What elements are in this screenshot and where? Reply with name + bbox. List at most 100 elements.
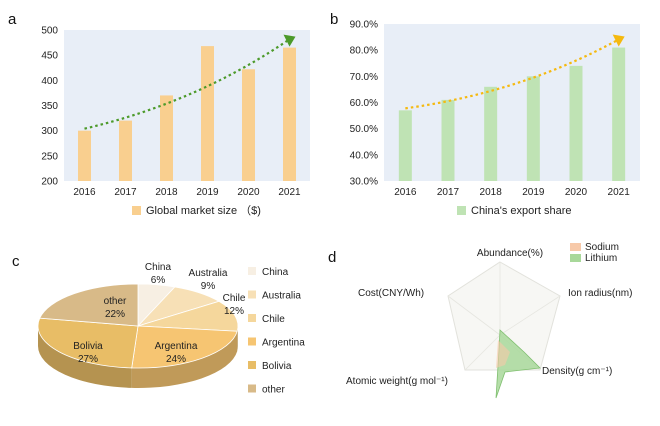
pie-legend-swatch <box>248 361 256 369</box>
pie-legend-label: Australia <box>262 291 301 302</box>
trend-arrowhead <box>283 34 296 47</box>
pie-legend-swatch <box>248 314 256 322</box>
x-tick-label: 2018 <box>155 187 178 198</box>
chart-c-pie: China 6% Australia 9% Chile 12% Argentina 24% Bo… <box>37 262 305 396</box>
x-tick-label: 2020 <box>565 187 588 198</box>
radar-axis-label: Cost(CNY/Wh) <box>358 288 424 299</box>
y-tick-label: 30.0% <box>350 177 378 188</box>
y-tick-label: 400 <box>41 76 58 87</box>
radar-legend-swatch <box>570 243 581 251</box>
pie-label-value: 27% <box>78 354 98 365</box>
x-tick-label: 2020 <box>237 187 260 198</box>
bar <box>78 130 91 181</box>
y-tick-label: 70.0% <box>350 72 378 83</box>
pie-label-name: Australia <box>189 268 228 279</box>
y-tick-label: 450 <box>41 51 58 62</box>
bar <box>612 47 626 181</box>
pie-legend-swatch <box>248 337 256 346</box>
panel-b-letter: b <box>330 11 338 28</box>
y-tick-label: 60.0% <box>350 98 378 109</box>
bar <box>441 99 455 181</box>
legend-label: Global market size （$) <box>146 204 261 217</box>
legend-swatch <box>132 206 141 215</box>
radar-legend-label: Lithium <box>585 253 617 264</box>
bar <box>569 65 583 181</box>
pie-label-name: China <box>145 262 172 273</box>
pie-label-value: 24% <box>166 354 186 365</box>
plot-background <box>64 30 310 181</box>
radar-spoke <box>499 295 561 336</box>
bar <box>242 69 255 181</box>
chart-d-radar: Abundance(%) Ion radius(nm) Density(g cm⁻¹… <box>346 242 632 399</box>
pie-slice <box>137 300 239 332</box>
bar <box>526 76 540 181</box>
pie-legend-label: Chile <box>262 314 285 325</box>
legend-swatch <box>457 206 466 215</box>
plot-background <box>384 24 640 181</box>
pie-legend-swatch <box>248 384 256 393</box>
y-tick-label: 90.0% <box>350 20 378 31</box>
x-tick-label: 2019 <box>196 187 219 198</box>
trend-arrow-line <box>84 39 289 130</box>
bar <box>119 120 132 181</box>
x-tick-label: 2019 <box>522 187 545 198</box>
panel-c-letter: c <box>12 253 20 270</box>
panel-a-letter: a <box>8 11 17 28</box>
bar <box>160 95 173 181</box>
chart-b-export-share: 30.0% 40.0% 50.0% 60.0% 70.0% 80.0% 90.0% 2016 2… <box>350 20 640 217</box>
pie-label-name: other <box>104 296 127 307</box>
x-tick-label: 2016 <box>73 187 96 198</box>
pie-legend-label: other <box>262 385 285 396</box>
trend-arrow-line <box>405 39 618 110</box>
x-tick-label: 2018 <box>480 187 503 198</box>
radar-axis-label: Ion radius(nm) <box>568 288 632 299</box>
radar-legend-label: Sodium <box>585 242 619 253</box>
y-tick-label: 50.0% <box>350 124 378 135</box>
bar <box>484 86 498 181</box>
y-tick-label: 250 <box>41 151 58 162</box>
radar-legend-swatch <box>570 254 581 262</box>
pie-label-name: Chile <box>223 293 246 304</box>
y-tick-label: 200 <box>41 177 58 188</box>
chart-a-market-size: 200 250 300 350 400 450 500 2016 2017 2018 2019 202… <box>41 26 310 217</box>
x-tick-label: 2016 <box>394 187 417 198</box>
x-tick-label: 2021 <box>608 187 631 198</box>
pie-slice <box>131 325 238 369</box>
y-tick-label: 300 <box>41 126 58 137</box>
pie-legend-label: China <box>262 267 289 278</box>
trend-arrowhead <box>612 34 625 47</box>
radar-series-sodium <box>496 340 510 368</box>
pie-slice <box>39 283 139 327</box>
radar-axis-label: Density(g cm⁻¹) <box>542 366 612 377</box>
legend-label: China's export share <box>471 205 572 217</box>
bar <box>398 110 412 181</box>
x-tick-label: 2017 <box>114 187 137 198</box>
pie-slice <box>37 317 139 369</box>
pie-slice-side <box>38 326 132 388</box>
y-tick-label: 80.0% <box>350 46 378 57</box>
bar <box>283 47 296 181</box>
pie-label-value: 12% <box>224 306 244 317</box>
y-tick-label: 350 <box>41 101 58 112</box>
pie-label-name: Bolivia <box>73 341 103 352</box>
y-tick-label: 40.0% <box>350 150 378 161</box>
bar <box>201 46 214 182</box>
radar-spoke <box>447 295 501 336</box>
x-tick-label: 2021 <box>278 187 301 198</box>
radar-spoke <box>464 334 501 371</box>
pie-legend-label: Argentina <box>262 338 305 349</box>
pie-legend-swatch <box>248 290 256 299</box>
y-tick-label: 500 <box>41 26 58 37</box>
pie-legend-label: Bolivia <box>262 361 292 372</box>
radar-axis-label: Abundance(%) <box>477 248 543 259</box>
pie-slice-side <box>237 326 238 352</box>
pie-label-value: 6% <box>151 275 166 286</box>
pie-slice-side <box>131 331 238 388</box>
radar-axis-label: Atomic weight(g mol⁻¹) <box>346 376 448 387</box>
pie-label-name: Argentina <box>155 341 198 352</box>
panel-d-letter: d <box>328 249 336 266</box>
pie-label-value: 9% <box>201 281 216 292</box>
pie-label-value: 22% <box>105 309 125 320</box>
x-tick-label: 2017 <box>437 187 460 198</box>
